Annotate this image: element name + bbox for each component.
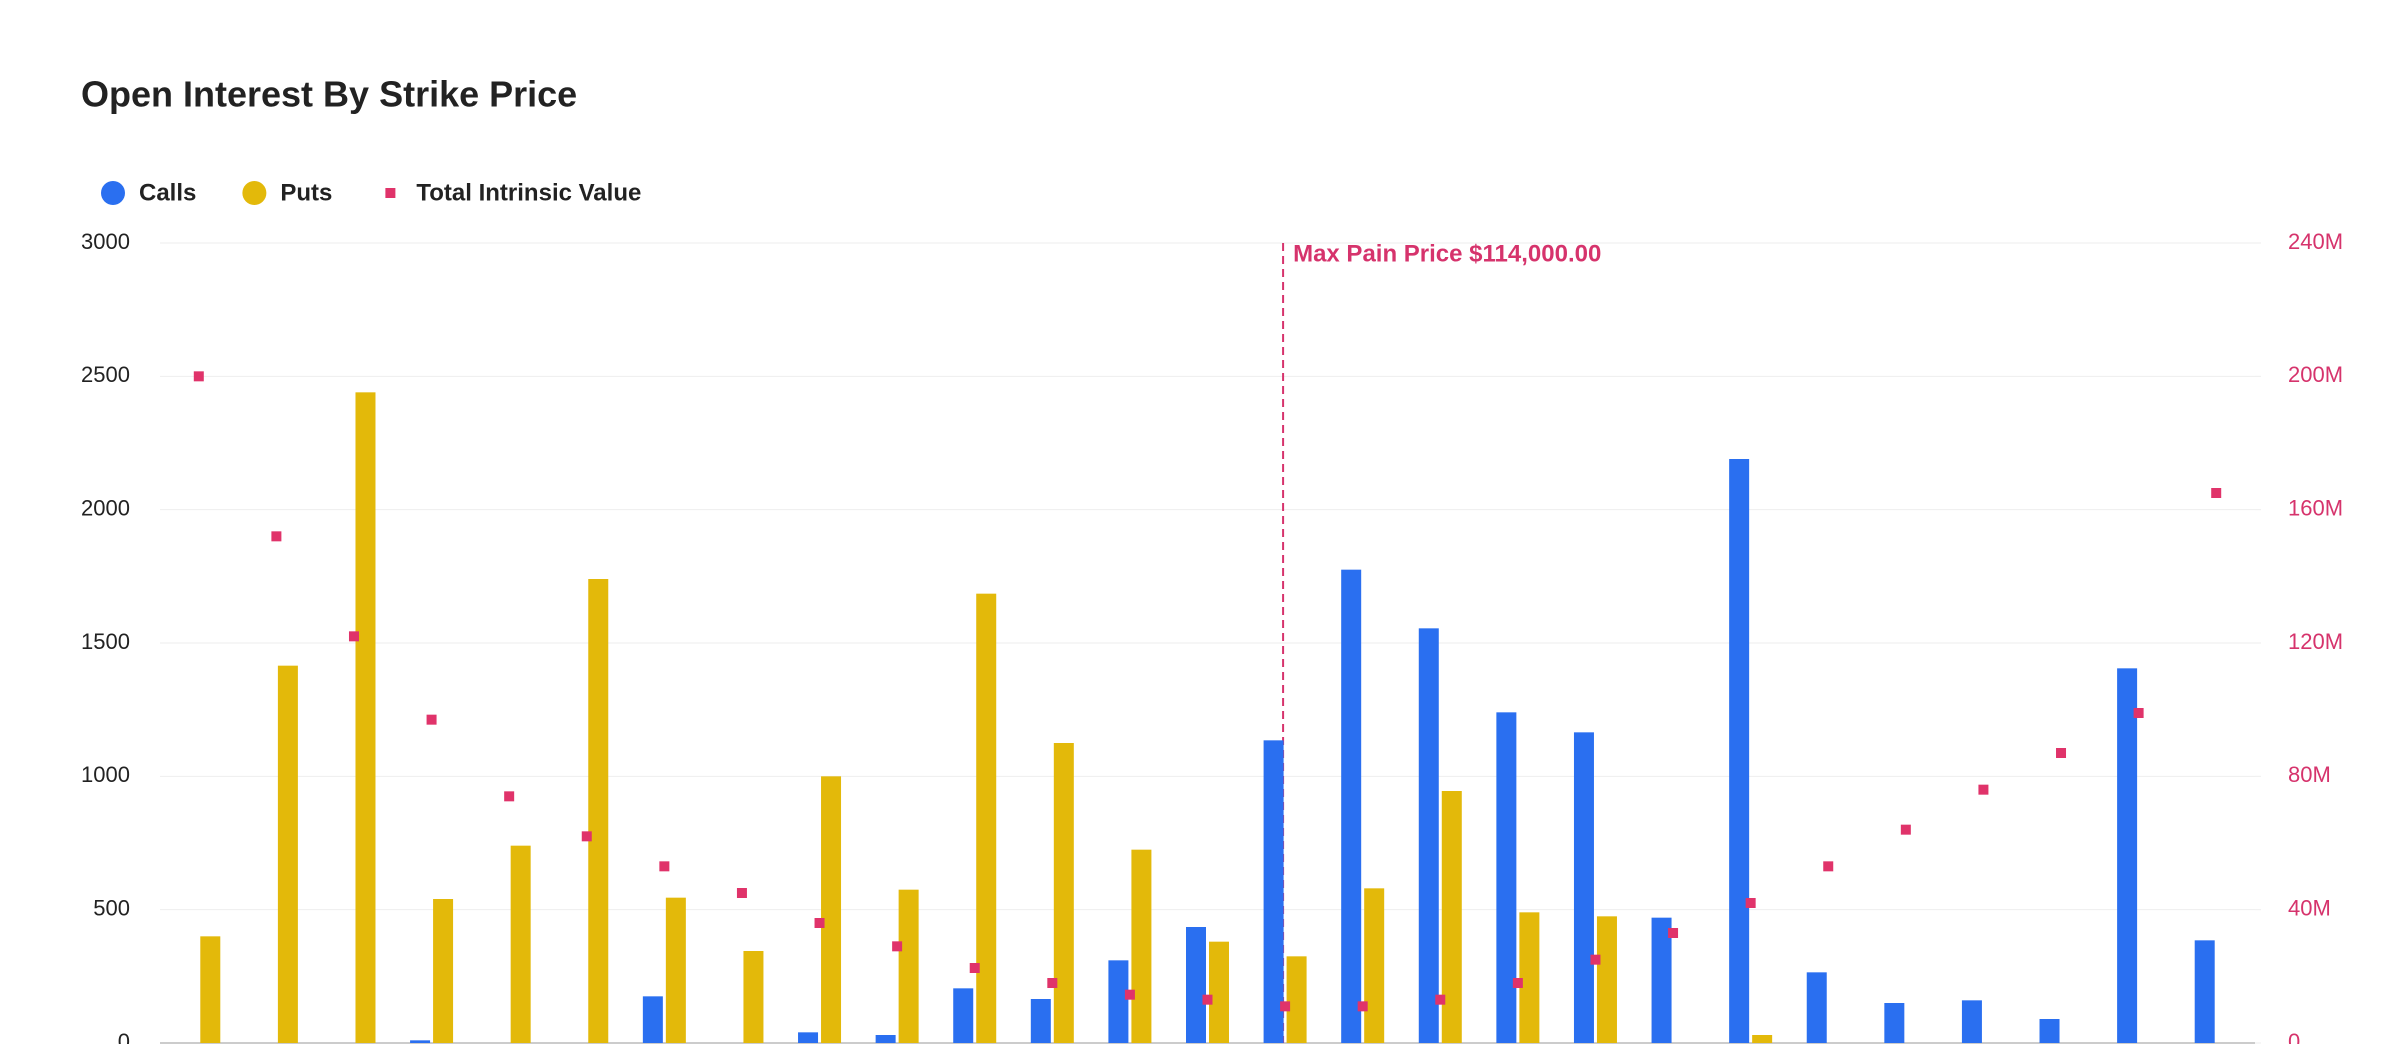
bar [1030, 999, 1051, 1043]
y-tick-label: 1000 [81, 762, 130, 787]
legend-label: Total Intrinsic Value [416, 179, 641, 206]
point [1357, 1001, 1368, 1012]
y-tick-label: 0 [118, 1029, 130, 1044]
y-tick-label: 3000 [81, 229, 130, 254]
y2-tick-label: 240M [2288, 229, 2343, 254]
bar [953, 988, 974, 1043]
bar [1651, 917, 1672, 1043]
bar [1108, 960, 1129, 1043]
max-pain-label: Max Pain Price $114,000.00 [1293, 240, 1601, 267]
bar [1573, 732, 1594, 1043]
point [1124, 989, 1135, 1000]
bar [1209, 941, 1229, 1043]
bar [1729, 459, 1750, 1043]
point [2056, 748, 2067, 758]
y2-tick-label: 0 [2288, 1029, 2300, 1044]
y-tick-label: 500 [93, 895, 130, 920]
point [659, 861, 670, 872]
point [193, 371, 204, 382]
bar [1884, 1003, 1905, 1043]
point [736, 888, 747, 898]
point [2211, 488, 2222, 498]
legend-label: Puts [280, 179, 332, 206]
point [271, 531, 282, 542]
bar [642, 996, 663, 1043]
y2-tick-label: 40M [2288, 895, 2331, 920]
point [892, 941, 903, 952]
point [504, 791, 515, 802]
bar [410, 1040, 431, 1043]
point [1978, 784, 1989, 795]
bar [277, 665, 298, 1043]
bar [1752, 1035, 1773, 1043]
point [1823, 861, 1834, 872]
y2-tick-label: 80M [2288, 762, 2331, 787]
bar [1131, 849, 1152, 1043]
point [2133, 708, 2144, 718]
y2-tick-label: 200M [2288, 362, 2343, 387]
bar [665, 897, 686, 1043]
bar [1418, 628, 1439, 1043]
y-tick-label: 2000 [81, 495, 130, 520]
bar [1441, 791, 1462, 1043]
bar [1341, 569, 1362, 1043]
bar [588, 579, 609, 1043]
bar [1961, 1000, 1982, 1043]
legend-marker [242, 181, 267, 205]
y2-tick-label: 120M [2288, 629, 2343, 654]
point [1047, 978, 1058, 988]
point [581, 831, 592, 842]
bar [798, 1032, 819, 1043]
point [1280, 1001, 1291, 1012]
point [1590, 954, 1601, 965]
bar [1519, 912, 1540, 1043]
point [1512, 978, 1523, 988]
bar [355, 392, 376, 1043]
bar [200, 936, 221, 1043]
chart-title: Open Interest By Strike Price [81, 74, 577, 115]
point [814, 918, 825, 928]
point [969, 963, 980, 973]
bar [2039, 1019, 2060, 1043]
bar [821, 776, 842, 1043]
bar [1596, 916, 1617, 1043]
y2-tick-label: 160M [2288, 495, 2343, 520]
bar [875, 1035, 896, 1043]
bar [2117, 668, 2138, 1043]
y-tick-label: 1500 [81, 629, 130, 654]
bar [433, 899, 454, 1043]
legend-marker [101, 181, 125, 205]
point [1745, 898, 1756, 908]
legend-marker [385, 188, 396, 198]
point [426, 714, 437, 725]
y-tick-label: 2500 [81, 362, 130, 387]
bar [976, 593, 997, 1043]
bar [743, 951, 764, 1043]
point [1202, 994, 1213, 1005]
bar [1806, 972, 1827, 1043]
point [348, 631, 359, 642]
point [1435, 994, 1446, 1005]
bar [510, 845, 531, 1043]
legend-label: Calls [139, 179, 196, 206]
point [1668, 928, 1679, 938]
bar [1263, 740, 1284, 1043]
bar [1496, 712, 1517, 1043]
point [1900, 824, 1911, 835]
bar [1053, 743, 1074, 1043]
bar [1364, 888, 1385, 1043]
bar [1286, 956, 1307, 1043]
bar [2194, 940, 2215, 1043]
bar [898, 889, 919, 1043]
bar [1186, 927, 1206, 1043]
